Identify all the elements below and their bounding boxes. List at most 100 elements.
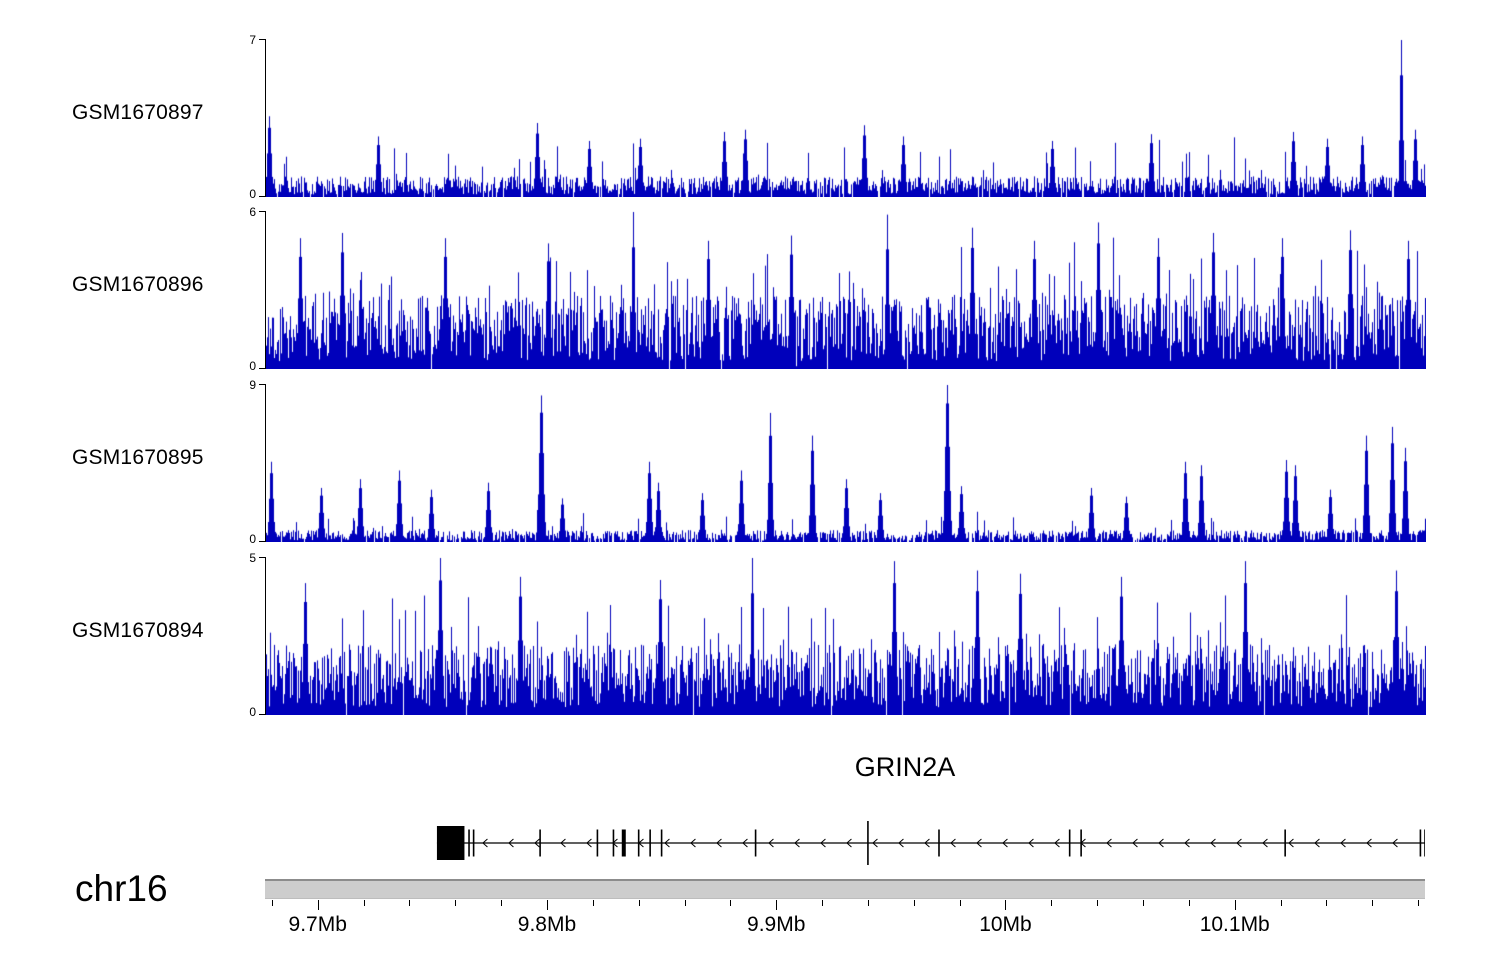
chromosome-label: chr16	[75, 868, 168, 909]
y-axis-max-label: 7	[249, 33, 256, 47]
gene-name-label: GRIN2A	[854, 752, 956, 782]
axis-minor-tick	[1372, 900, 1374, 906]
axis-minor-tick	[363, 900, 365, 906]
axis-tick-label: 10Mb	[979, 913, 1032, 936]
coverage-signal-canvas	[266, 211, 1426, 369]
minus-strand-arrow-icon	[1054, 838, 1060, 848]
minus-strand-arrow-icon	[742, 838, 748, 848]
exon-tick	[612, 829, 615, 857]
coverage-plot-area	[259, 557, 1426, 715]
chromosome-ideogram	[265, 879, 1425, 899]
minus-strand-arrow-icon	[1340, 838, 1346, 848]
minus-strand-arrow-icon	[872, 838, 878, 848]
track-label: GSM1670894	[72, 619, 204, 642]
axis-minor-tick	[592, 900, 594, 906]
minus-strand-arrow-icon	[664, 838, 670, 848]
y-axis-min-label: 0	[249, 187, 256, 201]
axis-tick-label: 9.8Mb	[517, 913, 577, 936]
minus-strand-arrow-icon	[560, 838, 566, 848]
exon-tick	[472, 829, 475, 857]
coverage-track-row-2: GSM1670896 6 0	[0, 205, 1500, 373]
minus-strand-arrow-icon	[690, 838, 696, 848]
minus-strand-arrow-icon	[508, 838, 514, 848]
axis-minor-tick	[409, 900, 411, 906]
minus-strand-arrow-icon	[1262, 838, 1268, 848]
coverage-plot-area	[259, 384, 1426, 542]
minus-strand-arrow-icon	[976, 838, 982, 848]
y-axis-tick	[259, 557, 266, 558]
exon-tick	[1068, 829, 1071, 857]
y-axis-min-label: 0	[249, 532, 256, 546]
axis-minor-tick	[684, 900, 686, 906]
minus-strand-arrow-icon	[1366, 838, 1372, 848]
minus-strand-arrow-icon	[1184, 838, 1190, 848]
minus-strand-arrow-icon	[924, 838, 930, 848]
axis-major-tick	[1005, 900, 1007, 910]
y-axis-tick	[259, 211, 266, 212]
minus-strand-arrow-icon	[794, 838, 800, 848]
track-label: GSM1670896	[72, 273, 204, 296]
gene-model-diagram	[436, 821, 1425, 865]
minus-strand-arrow-icon	[1106, 838, 1112, 848]
exon-tick	[1424, 829, 1425, 857]
exon-tick	[649, 829, 651, 857]
coverage-track-row-1: GSM1670897 7 0	[0, 33, 1500, 201]
minus-strand-arrow-icon	[1028, 838, 1034, 848]
axis-minor-tick	[959, 900, 961, 906]
minus-strand-arrow-icon	[768, 838, 774, 848]
y-axis-min-label: 0	[249, 705, 256, 719]
exon-tick	[1080, 829, 1082, 857]
exon-tick	[660, 829, 663, 857]
axis-minor-tick	[867, 900, 869, 906]
axis-minor-tick	[501, 900, 503, 906]
axis-minor-tick	[822, 900, 824, 906]
minus-strand-arrow-icon	[820, 838, 826, 848]
exon-tick	[754, 829, 757, 857]
coverage-signal-canvas	[266, 39, 1426, 197]
minus-strand-arrow-icon	[586, 838, 592, 848]
axis-minor-tick	[638, 900, 640, 906]
exon-tick	[867, 821, 869, 865]
y-axis-tick	[259, 384, 266, 385]
axis-major-tick	[546, 900, 548, 910]
y-axis-max-label: 5	[249, 551, 256, 565]
axis-minor-tick	[730, 900, 732, 906]
minus-strand-arrow-icon	[1158, 838, 1164, 848]
y-axis-min-label: 0	[249, 359, 256, 373]
coverage-signal-canvas	[266, 557, 1426, 715]
axis-major-tick	[317, 900, 319, 910]
thick-exon-box	[436, 826, 465, 860]
minus-strand-arrow-icon	[534, 838, 540, 848]
coverage-plot-area	[259, 211, 1426, 369]
exon-tick	[596, 829, 599, 857]
coverage-signal-canvas	[266, 384, 1426, 542]
y-axis-max-label: 6	[249, 205, 256, 219]
axis-minor-tick	[1051, 900, 1053, 906]
exon-tick	[1284, 829, 1286, 857]
axis-minor-tick	[1143, 900, 1145, 906]
track-label: GSM1670897	[72, 101, 204, 124]
minus-strand-arrow-icon	[898, 838, 904, 848]
minus-strand-arrow-icon	[1288, 838, 1294, 848]
axis-minor-tick	[913, 900, 915, 906]
axis-minor-tick	[1188, 900, 1190, 906]
exon-tick	[621, 829, 626, 857]
y-axis-tick	[259, 196, 266, 197]
axis-tick-label: 10.1Mb	[1199, 913, 1270, 936]
y-axis-tick	[259, 714, 266, 715]
axis-minor-tick	[271, 900, 273, 906]
exon-tick	[637, 829, 640, 857]
minus-strand-arrow-icon	[950, 838, 956, 848]
minus-strand-arrow-icon	[1392, 838, 1398, 848]
minus-strand-arrow-icon	[1236, 838, 1242, 848]
axis-tick-label: 9.7Mb	[288, 913, 347, 936]
minus-strand-arrow-icon	[1132, 838, 1138, 848]
minus-strand-arrow-icon	[482, 838, 488, 848]
coverage-track-row-4: GSM1670894 5 0	[0, 551, 1500, 719]
axis-major-tick	[1234, 900, 1236, 910]
minus-strand-arrow-icon	[716, 838, 722, 848]
track-label: GSM1670895	[72, 446, 204, 469]
minus-strand-arrow-icon	[1314, 838, 1320, 848]
minus-strand-arrow-icon	[1210, 838, 1216, 848]
